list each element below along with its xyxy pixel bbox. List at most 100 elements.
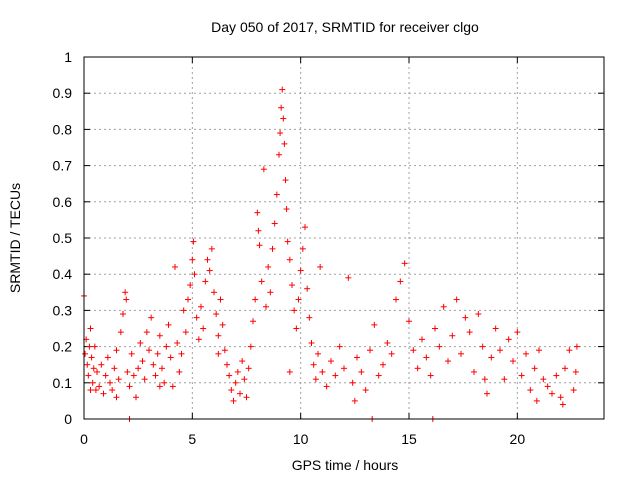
- x-tick-label: 20: [510, 431, 526, 447]
- grid-layer: [84, 57, 604, 419]
- data-point: [219, 321, 226, 328]
- data-point: [302, 224, 308, 231]
- data-point: [440, 303, 447, 310]
- data-point: [332, 372, 339, 379]
- data-point: [466, 329, 473, 336]
- data-point: [488, 354, 495, 361]
- data-point: [510, 358, 516, 365]
- data-point: [98, 361, 105, 368]
- data-point: [189, 256, 196, 263]
- data-point: [315, 350, 321, 357]
- data-point: [161, 379, 168, 386]
- data-point: [256, 242, 263, 249]
- data-point: [239, 358, 246, 365]
- data-point: [406, 318, 412, 325]
- data-point: [152, 372, 159, 379]
- data-point: [130, 372, 137, 379]
- data-point: [559, 401, 566, 408]
- data-point: [284, 238, 291, 245]
- data-point: [245, 365, 252, 372]
- y-tick-label: 0.1: [53, 375, 73, 391]
- x-tick-label: 10: [293, 431, 309, 447]
- data-point: [159, 365, 165, 372]
- data-point: [169, 383, 176, 390]
- data-point: [436, 343, 443, 350]
- data-point: [254, 209, 261, 216]
- data-point: [354, 354, 360, 361]
- data-point: [572, 368, 579, 375]
- data-point: [182, 329, 189, 336]
- data-point: [317, 263, 324, 270]
- data-point: [124, 368, 131, 375]
- data-point: [167, 354, 174, 361]
- data-point: [362, 387, 369, 394]
- data-point: [351, 397, 358, 404]
- data-point: [86, 343, 93, 350]
- data-point: [479, 343, 486, 350]
- data-point: [163, 343, 170, 350]
- data-point: [204, 256, 211, 263]
- data-point: [367, 347, 373, 354]
- y-tick-label: 0.5: [53, 230, 73, 246]
- data-point: [286, 368, 293, 375]
- data-point: [150, 361, 157, 368]
- data-point: [107, 379, 113, 386]
- y-tick-label: 0.2: [53, 339, 73, 355]
- data-point: [185, 296, 191, 303]
- data-point: [445, 358, 451, 365]
- data-point: [213, 311, 220, 318]
- data-point: [291, 307, 298, 314]
- data-point: [286, 256, 293, 263]
- data-point: [312, 376, 319, 383]
- data-point: [102, 372, 109, 379]
- data-point: [190, 238, 197, 245]
- data-point: [193, 314, 200, 321]
- data-point: [260, 166, 267, 173]
- data-point: [449, 332, 456, 339]
- data-point: [255, 227, 262, 234]
- data-point: [165, 321, 172, 328]
- data-point: [289, 282, 295, 289]
- data-point: [323, 383, 330, 390]
- data-point: [497, 347, 503, 354]
- y-tick-label: 0: [64, 411, 72, 427]
- y-tick-label: 0.6: [53, 194, 73, 210]
- data-point: [549, 390, 555, 397]
- data-point: [128, 350, 135, 357]
- data-point: [453, 296, 460, 303]
- data-point: [88, 354, 95, 361]
- data-point: [271, 220, 278, 227]
- data-point: [562, 365, 568, 372]
- data-points-layer: [81, 86, 580, 422]
- y-tick-label: 0.7: [53, 158, 73, 174]
- data-point: [462, 314, 469, 321]
- x-tick-label: 5: [188, 431, 196, 447]
- x-tick-label: 0: [80, 431, 88, 447]
- data-point: [397, 278, 404, 285]
- data-point: [414, 365, 421, 372]
- data-point: [87, 387, 94, 394]
- data-point: [283, 206, 290, 213]
- data-point: [211, 289, 217, 296]
- data-point: [123, 296, 130, 303]
- data-point: [527, 387, 534, 394]
- data-point: [178, 350, 185, 357]
- data-point: [191, 271, 198, 278]
- data-point: [308, 339, 315, 346]
- data-point: [232, 379, 239, 386]
- data-point: [570, 387, 577, 394]
- data-point: [126, 383, 133, 390]
- data-point: [375, 372, 382, 379]
- data-point: [148, 314, 155, 321]
- data-point: [82, 350, 89, 357]
- data-point: [471, 368, 477, 375]
- data-point: [133, 394, 139, 401]
- data-point: [371, 321, 378, 328]
- data-point: [273, 191, 280, 198]
- data-point: [141, 376, 148, 383]
- data-point: [228, 387, 235, 394]
- y-tick-label: 0.4: [53, 266, 73, 282]
- data-point: [221, 347, 228, 354]
- data-point: [208, 245, 215, 252]
